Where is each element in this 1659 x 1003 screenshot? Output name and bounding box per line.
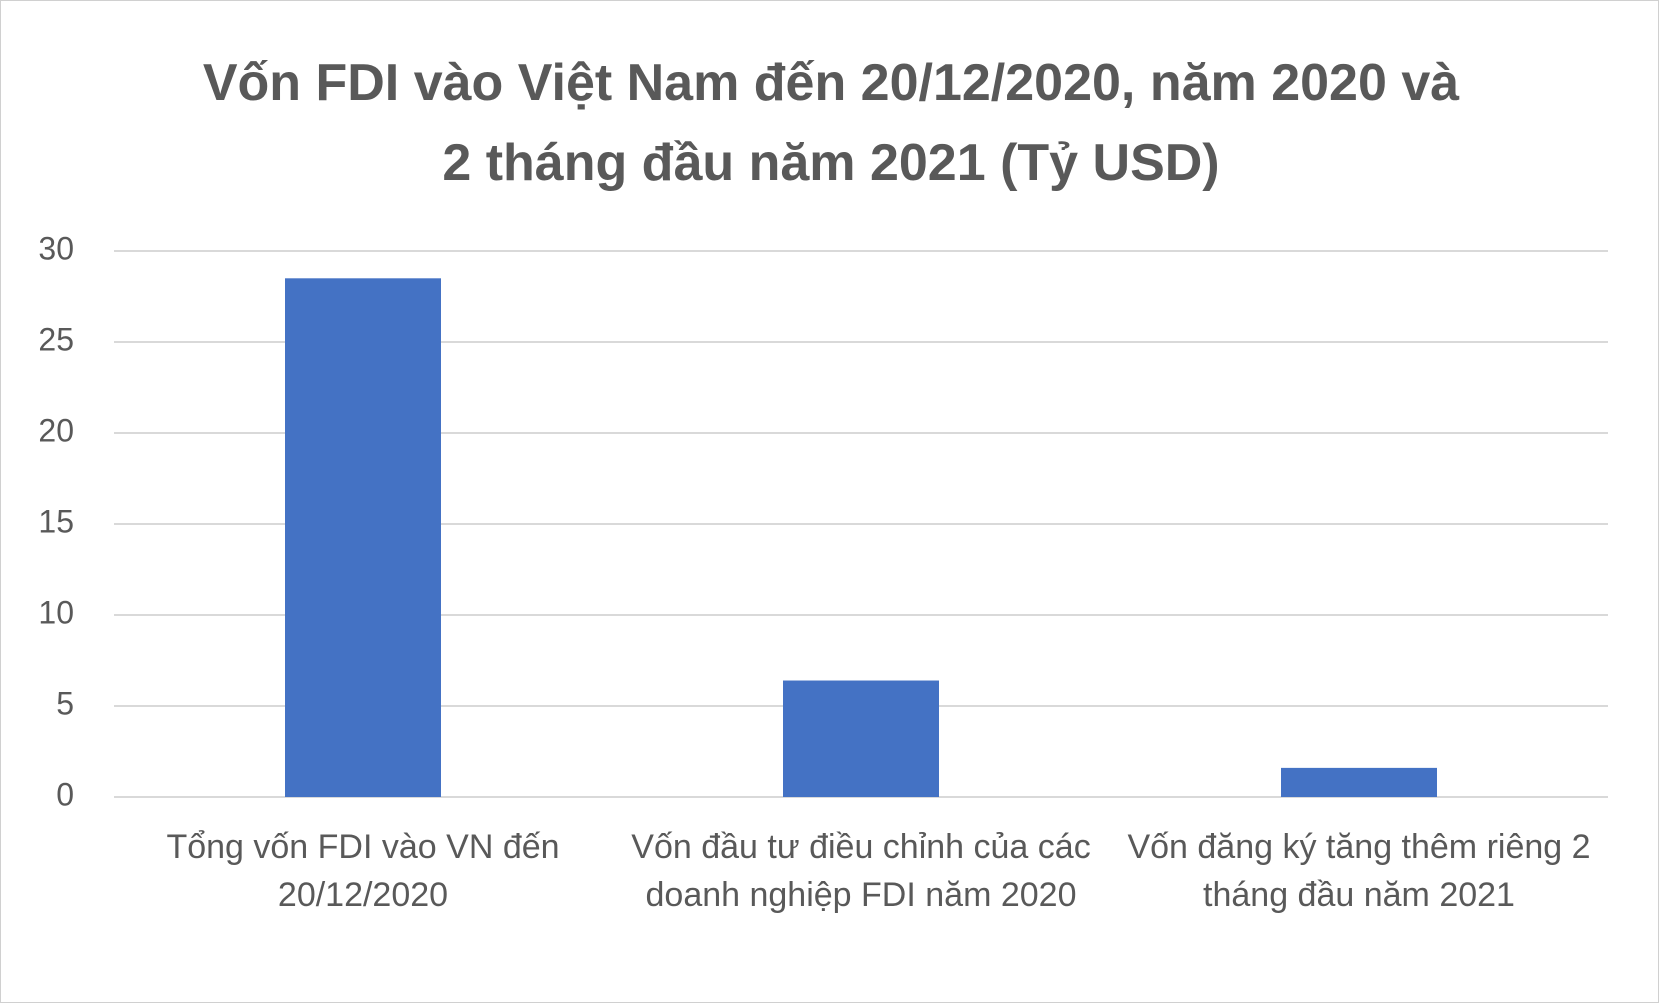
bar bbox=[783, 680, 939, 797]
y-tick-label: 5 bbox=[56, 685, 74, 721]
y-tick-label: 20 bbox=[38, 412, 74, 448]
x-tick-label: Vốn đăng ký tăng thêm riêng 2 tháng đầu … bbox=[1127, 828, 1591, 914]
y-tick-label: 15 bbox=[38, 503, 74, 539]
y-tick-label: 0 bbox=[56, 776, 74, 812]
y-tick-label: 10 bbox=[38, 594, 74, 630]
y-tick-label: 25 bbox=[38, 321, 74, 357]
bar bbox=[1281, 767, 1437, 797]
x-tick-label: Tổng vốn FDI vào VN đến 20/12/2020 bbox=[166, 828, 560, 914]
bar bbox=[285, 278, 441, 797]
x-tick-label: Vốn đầu tư điều chỉnh của các doanh nghi… bbox=[631, 828, 1091, 914]
chart-title: Vốn FDI vào Việt Nam đến 20/12/2020, năm… bbox=[202, 54, 1460, 192]
y-tick-label: 30 bbox=[38, 230, 74, 266]
